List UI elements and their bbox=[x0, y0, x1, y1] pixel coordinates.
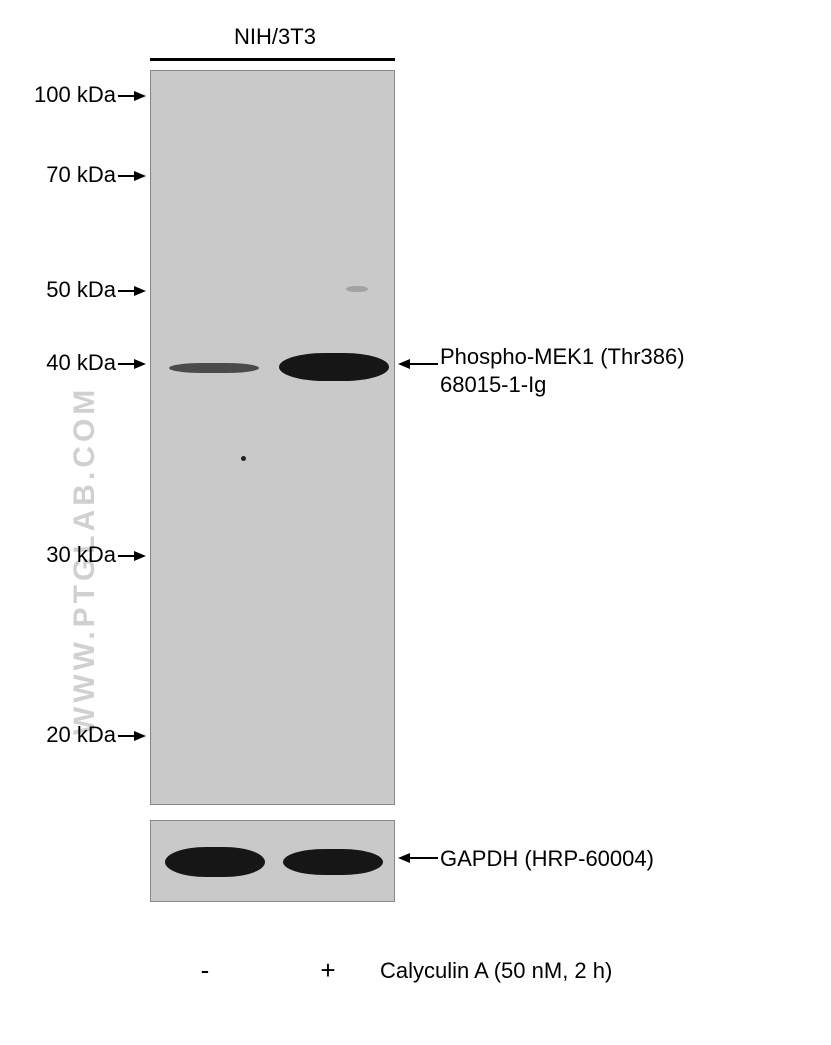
gapdh-annot-text: GAPDH (HRP-60004) bbox=[440, 846, 654, 872]
speck bbox=[241, 456, 246, 461]
mw-marker: 20 kDa bbox=[46, 722, 146, 748]
treatment-minus: - bbox=[195, 955, 215, 986]
main-blot-panel bbox=[150, 70, 395, 805]
arrow-right-icon bbox=[118, 729, 146, 743]
mw-marker-label: 50 kDa bbox=[46, 277, 116, 302]
faint-band bbox=[346, 286, 368, 292]
band-lane1-gapdh bbox=[165, 847, 265, 877]
gapdh-annot-arrow bbox=[398, 850, 438, 866]
arrow-right-icon bbox=[118, 89, 146, 103]
mw-marker: 100 kDa bbox=[34, 82, 146, 108]
watermark: WWW.PTGLAB.COM bbox=[68, 115, 102, 735]
band-lane1-phospho bbox=[169, 363, 259, 373]
mw-marker: 70 kDa bbox=[46, 162, 146, 188]
arrow-right-icon bbox=[118, 357, 146, 371]
treatment-plus: + bbox=[318, 955, 338, 986]
arrow-right-icon bbox=[118, 284, 146, 298]
arrow-right-icon bbox=[118, 169, 146, 183]
mw-marker-label: 100 kDa bbox=[34, 82, 116, 107]
mw-marker: 30 kDa bbox=[46, 542, 146, 568]
mw-marker-label: 20 kDa bbox=[46, 722, 116, 747]
phospho-annot-arrow bbox=[398, 356, 438, 372]
mw-marker-label: 30 kDa bbox=[46, 542, 116, 567]
treatment-label: Calyculin A (50 nM, 2 h) bbox=[380, 958, 612, 984]
mw-marker-label: 40 kDa bbox=[46, 350, 116, 375]
arrow-right-icon bbox=[118, 549, 146, 563]
header-bar bbox=[150, 58, 395, 61]
mw-marker-label: 70 kDa bbox=[46, 162, 116, 187]
cell-line-label: NIH/3T3 bbox=[225, 24, 325, 50]
mw-marker: 50 kDa bbox=[46, 277, 146, 303]
mw-marker: 40 kDa bbox=[46, 350, 146, 376]
figure-container: WWW.PTGLAB.COM NIH/3T3 100 kDa 70 kDa 50 k… bbox=[0, 0, 831, 1045]
band-lane2-gapdh bbox=[283, 849, 383, 875]
phospho-annot-line2: 68015-1-Ig bbox=[440, 372, 546, 398]
gapdh-blot-panel bbox=[150, 820, 395, 902]
band-lane2-phospho bbox=[279, 353, 389, 381]
phospho-annot-line1: Phospho-MEK1 (Thr386) bbox=[440, 344, 685, 370]
